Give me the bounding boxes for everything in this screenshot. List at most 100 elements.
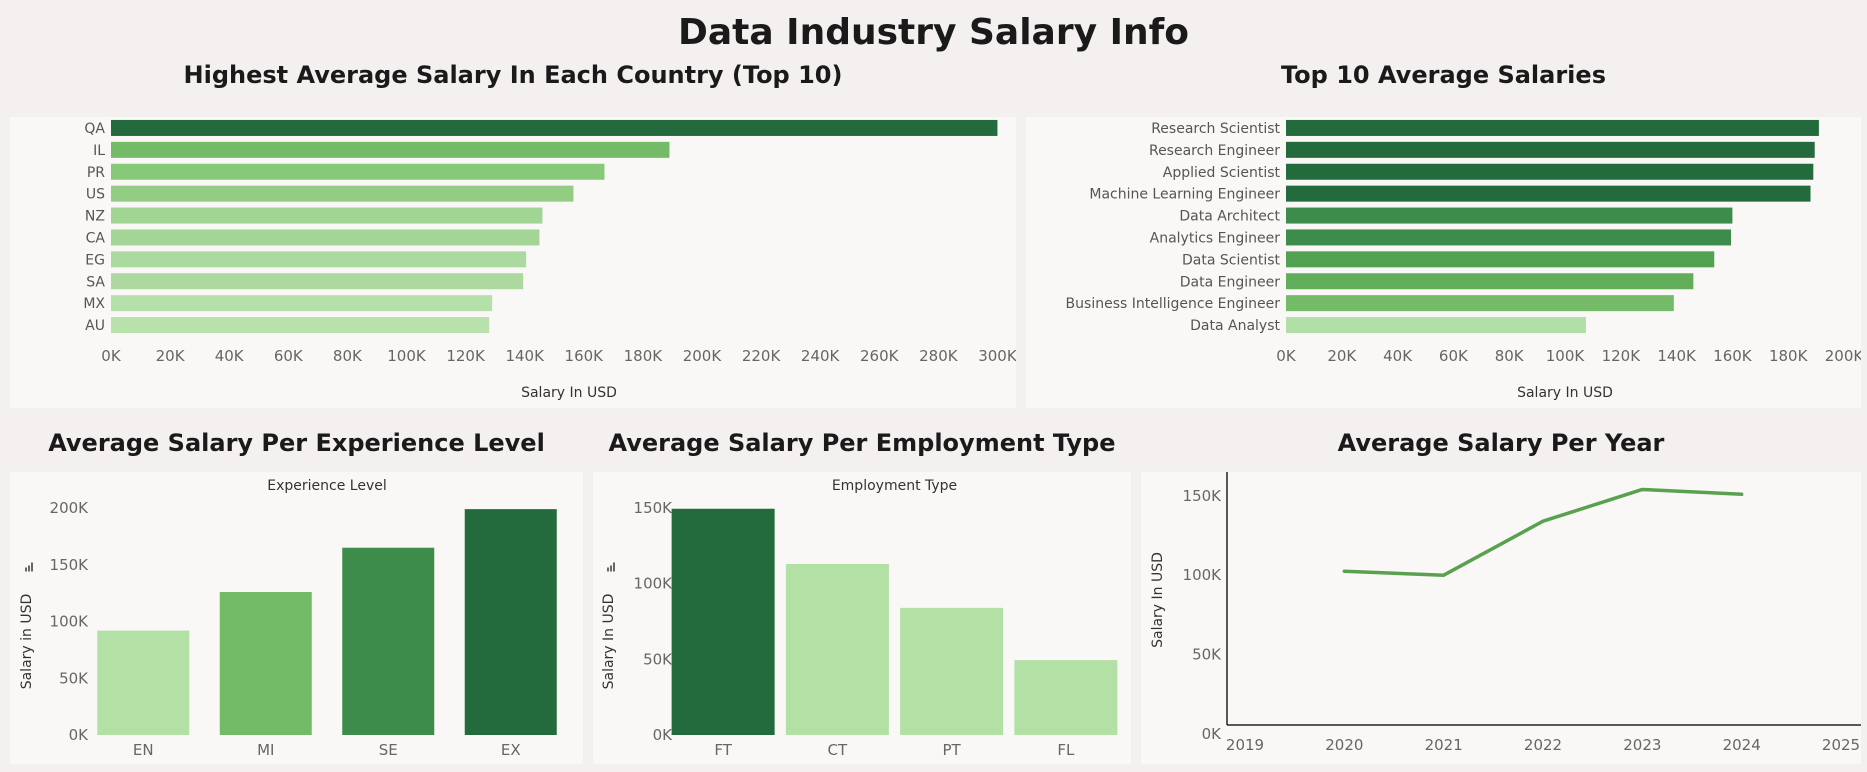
sort-icon [25,562,33,572]
y-axis-label: Salary In USD [601,594,617,690]
x-tick-label: 60K [274,347,304,365]
x-tick-label: 2022 [1524,736,1562,754]
bar-ex [464,509,557,735]
category-label: NZ [85,209,105,225]
bar-us [111,185,574,202]
job-title-salary-chart: Research Scientist Research Engineer Appli… [1066,119,1861,401]
category-label: FL [1057,741,1075,759]
category-label: PT [943,741,962,759]
category-label: IL [93,143,105,159]
x-tick-label: 200K [683,347,723,365]
x-tick-label: 100K [1546,347,1586,365]
x-tick-label: 260K [860,347,900,365]
category-label: Data Engineer [1180,274,1280,290]
category-label: EX [501,741,521,759]
category-label: Research Engineer [1149,143,1280,159]
x-tick-label: 240K [801,347,841,365]
x-tick-label: 280K [919,347,959,365]
x-axis-label: Salary In USD [1517,385,1613,401]
bar-mx [111,295,493,312]
y-axis-label: Salary In USD [1150,552,1166,648]
bar-en [97,630,190,735]
category-label: US [86,187,105,203]
category-label: EN [133,741,154,759]
bar-au [111,317,490,334]
category-label: Data Scientist [1182,252,1281,268]
year-chart-panel: 0K 50K 100K 150K 2019 2020 2021 2022 2023 2024 202… [1141,472,1861,764]
y-tick-label: 150K [1183,487,1223,505]
y-tick-label: 200K [50,499,90,517]
category-label: CA [86,230,106,246]
x-tick-label: 80K [333,347,363,365]
bar-eg [111,251,527,268]
chart-header: Experience Level [267,478,386,494]
y-tick-label: 100K [634,575,674,593]
y-tick-label: 100K [50,613,90,631]
x-tick-label: 20K [1327,347,1357,365]
category-label: Machine Learning Engineer [1089,187,1280,203]
x-tick-label: 2023 [1623,736,1661,754]
jobs-chart-title: Top 10 Average Salaries [1281,61,1606,89]
salary-per-year-chart: 0K 50K 100K 150K 2019 2020 2021 2022 2023 2024 202… [1150,472,1861,754]
bar-business-intelligence-engineer [1286,295,1674,312]
bar-data-analyst [1286,317,1586,334]
x-tick-label: 180K [1769,347,1809,365]
bar-nz [111,207,543,224]
x-tick-label: 140K [505,347,545,365]
employment-chart-panel: Employment Type FT CT PT FL 0K 50K 100K 150K Sala… [593,472,1131,764]
bar-data-architect [1286,207,1733,224]
bar-mi [219,591,312,735]
bar-data-scientist [1286,251,1715,268]
x-tick-label: 20K [156,347,186,365]
category-label: MI [257,741,274,759]
bar-fl [1014,660,1118,735]
category-label: QA [84,121,105,137]
x-axis-label: Salary In USD [521,385,617,401]
x-tick-label: 2019 [1226,736,1264,754]
x-tick-label: 40K [215,347,245,365]
experience-chart-panel: Experience Level EN MI SE EX 0K 50K 100K 150K 200… [10,472,583,764]
bar-machine-learning-engineer [1286,185,1811,202]
y-axis-label: Salary in USD [19,594,35,690]
country-salary-chart: QA IL PR US NZ CA EG SA MX AU 0K 20K 40K 60K 80K 100K 12… [83,119,1016,401]
x-tick-label: 2025 [1822,736,1860,754]
x-tick-label: 2021 [1425,736,1463,754]
x-tick-label: 40K [1383,347,1413,365]
chart-header: Employment Type [832,478,957,494]
experience-level-chart: Experience Level EN MI SE EX 0K 50K 100K 150K 200… [19,478,557,759]
bar-qa [111,119,998,136]
category-label: MX [83,296,105,312]
category-label: Applied Scientist [1163,165,1281,181]
category-label: Research Scientist [1151,121,1280,137]
y-tick-label: 50K [1192,646,1222,664]
page-title: Data Industry Salary Info [677,12,1190,53]
country-chart-title: Highest Average Salary In Each Country (… [183,61,843,89]
x-tick-label: 300K [978,347,1016,365]
x-tick-label: 160K [565,347,605,365]
y-tick-label: 0K [1202,725,1223,743]
bar-ct [785,563,889,735]
x-tick-label: 2024 [1723,736,1761,754]
category-label: FT [714,741,732,759]
bar-research-scientist [1286,119,1819,136]
x-tick-label: 2020 [1325,736,1363,754]
y-tick-label: 0K [69,726,90,744]
x-tick-label: 80K [1495,347,1525,365]
y-tick-label: 150K [634,499,674,517]
country-chart-panel: QA IL PR US NZ CA EG SA MX AU 0K 20K 40K 60K 80K 100K 12… [10,117,1016,408]
x-tick-label: 160K [1713,347,1753,365]
category-label: EG [85,252,105,268]
bar-se [342,547,435,735]
category-label: SE [379,741,398,759]
category-label: SA [86,274,105,290]
bar-applied-scientist [1286,163,1814,180]
experience-chart-title: Average Salary Per Experience Level [48,429,545,457]
x-tick-label: 100K [387,347,427,365]
jobs-chart-panel: Research Scientist Research Engineer Appli… [1026,117,1861,408]
employment-chart-title: Average Salary Per Employment Type [608,429,1116,457]
x-tick-label: 0K [101,347,122,365]
category-label: CT [828,741,848,759]
bar-pt [900,607,1004,735]
y-tick-label: 0K [653,726,674,744]
x-tick-label: 200K [1825,347,1861,365]
